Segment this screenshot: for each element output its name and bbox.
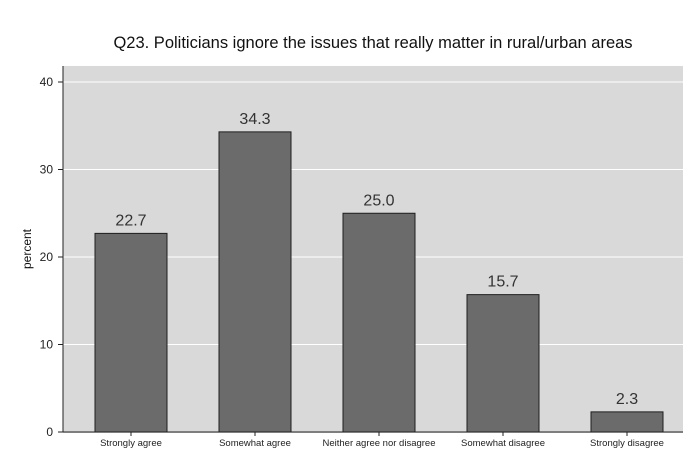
data-label: 34.3	[239, 111, 270, 128]
x-tick-label: Strongly disagree	[590, 438, 664, 449]
bar	[590, 411, 664, 433]
y-tick-label: 40	[40, 75, 54, 89]
data-label: 25.0	[363, 192, 394, 209]
value-labels: 22.7 34.3 25.0 15.7 2.3	[115, 111, 638, 408]
x-tick-label: Somewhat agree	[219, 438, 291, 449]
x-axis: Strongly agree Somewhat agree Neither agre…	[63, 431, 683, 449]
data-label: 2.3	[616, 391, 638, 408]
y-axis-label: percent	[20, 228, 34, 269]
data-label: 22.7	[115, 212, 146, 229]
y-tick-label: 30	[40, 163, 54, 177]
bar	[466, 294, 540, 433]
chart-title: Q23. Politicians ignore the issues that …	[113, 34, 632, 52]
bar	[94, 232, 168, 433]
y-tick-label: 10	[40, 338, 54, 352]
y-tick-label: 20	[40, 250, 54, 264]
y-tick-label: 0	[46, 425, 53, 439]
bar	[342, 212, 416, 433]
y-axis: 0 10 20 30 40	[40, 66, 64, 439]
bars	[94, 131, 664, 433]
bar	[218, 131, 292, 433]
data-label: 15.7	[487, 274, 518, 291]
x-tick-label: Neither agree nor disagree	[322, 438, 435, 449]
x-tick-label: Strongly agree	[100, 438, 162, 449]
x-tick-label: Somewhat disagree	[461, 438, 545, 449]
